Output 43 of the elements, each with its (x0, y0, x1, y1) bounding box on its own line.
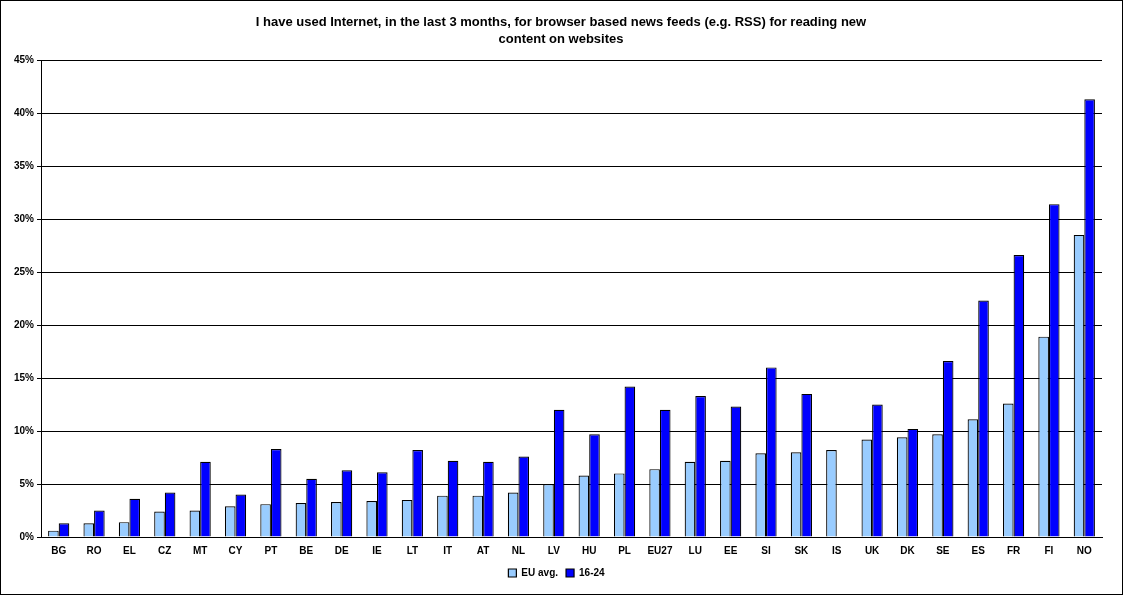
y-tick-label: 45% (14, 53, 35, 65)
x-tick-label: LU (688, 544, 702, 556)
x-tick-label: EE (723, 544, 738, 556)
legend-label: EU avg. (521, 566, 559, 578)
x-tick-label: DE (334, 544, 349, 556)
x-tick-label: SK (794, 544, 810, 556)
x-tick-label: SI (761, 544, 771, 556)
x-tick-label: IT (443, 544, 453, 556)
y-tick-label: 35% (14, 159, 35, 171)
x-tick-label: LV (547, 544, 561, 556)
x-tick-label: IS (832, 544, 842, 556)
x-tick-label: EU27 (647, 544, 673, 556)
x-tick-label: RO (86, 544, 102, 556)
x-tick-label: BG (51, 544, 67, 556)
x-tick-label: CY (228, 544, 243, 556)
y-tick-label: 30% (14, 212, 35, 224)
x-tick-label: DK (900, 544, 916, 556)
x-tick-label: EL (123, 544, 136, 556)
x-tick-label: PT (264, 544, 278, 556)
x-tick-label: BE (299, 544, 314, 556)
x-tick-label: FI (1044, 544, 1054, 556)
x-tick-label: CZ (158, 544, 172, 556)
x-tick-label: UK (864, 544, 881, 556)
x-tick-label: ES (971, 544, 986, 556)
y-tick-label: 20% (14, 318, 35, 330)
y-tick-label: 15% (14, 371, 35, 383)
x-tick-label: SE (936, 544, 950, 556)
y-tick-label: 25% (14, 265, 35, 277)
y-tick-label: 40% (14, 106, 35, 118)
x-tick-label: FR (1006, 544, 1022, 556)
x-tick-label: MT (192, 544, 208, 556)
chart-title: I have used Internet, in the last 3 months, for browser based news feeds (e.g. RSS) for reading new content on websites (254, 13, 868, 47)
x-tick-label: LT (406, 544, 419, 556)
y-tick-label: 10% (14, 424, 35, 436)
x-tick-label: NL (511, 544, 526, 556)
y-tick-label: 0% (19, 530, 35, 542)
y-tick-label: 5% (19, 477, 35, 489)
x-tick-label: HU (581, 544, 597, 556)
x-tick-label: AT (476, 544, 490, 556)
x-tick-label: NO (1076, 544, 1093, 556)
x-tick-label: PL (618, 544, 631, 556)
x-tick-label: IE (372, 544, 383, 556)
legend-label: 16-24 (579, 566, 606, 578)
